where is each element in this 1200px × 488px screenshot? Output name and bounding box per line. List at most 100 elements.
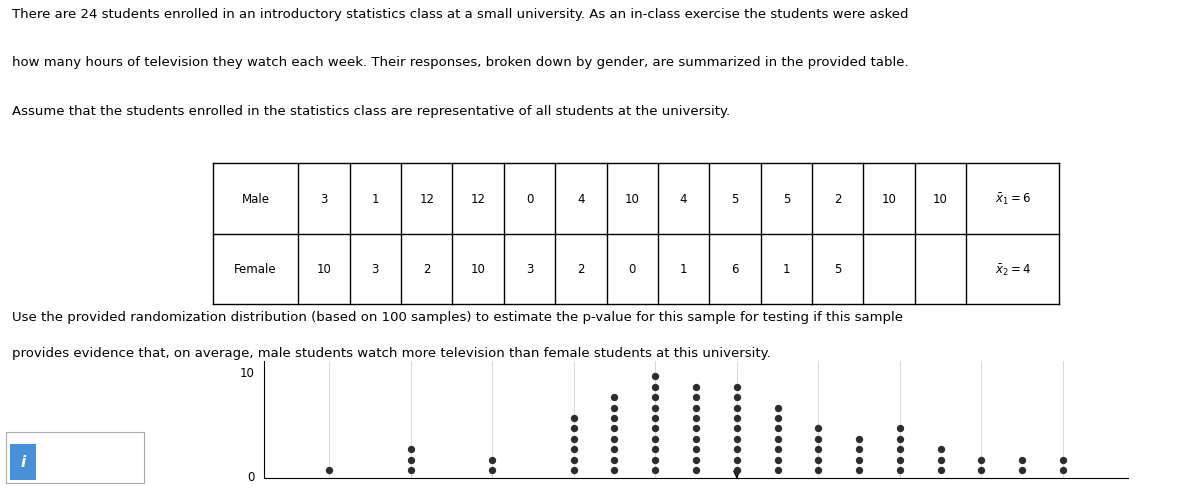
Point bbox=[686, 383, 706, 391]
Point bbox=[482, 466, 502, 474]
Text: 1: 1 bbox=[372, 193, 379, 205]
Point bbox=[727, 466, 746, 474]
Point bbox=[727, 383, 746, 391]
Point bbox=[850, 456, 869, 464]
Text: Female: Female bbox=[234, 263, 277, 276]
Point bbox=[564, 456, 583, 464]
Point bbox=[646, 446, 665, 453]
Point bbox=[646, 414, 665, 422]
Point bbox=[686, 404, 706, 412]
Text: $\bar{x}_2 = 4$: $\bar{x}_2 = 4$ bbox=[995, 262, 1031, 277]
Point bbox=[686, 393, 706, 401]
Text: Assume that the students enrolled in the statistics class are representative of : Assume that the students enrolled in the… bbox=[12, 104, 730, 118]
Point bbox=[482, 456, 502, 464]
Text: 2: 2 bbox=[422, 263, 431, 276]
Point bbox=[1013, 466, 1032, 474]
Point bbox=[727, 393, 746, 401]
Point bbox=[605, 393, 624, 401]
Point bbox=[646, 466, 665, 474]
Point bbox=[686, 414, 706, 422]
Point bbox=[686, 425, 706, 432]
Point bbox=[768, 446, 787, 453]
Point bbox=[931, 456, 950, 464]
Point bbox=[809, 446, 828, 453]
Text: 10: 10 bbox=[317, 263, 331, 276]
Point bbox=[686, 456, 706, 464]
Text: 12: 12 bbox=[419, 193, 434, 205]
Point bbox=[809, 466, 828, 474]
Point bbox=[646, 456, 665, 464]
Point bbox=[850, 466, 869, 474]
Point bbox=[809, 456, 828, 464]
Point bbox=[646, 404, 665, 412]
Point bbox=[646, 383, 665, 391]
Point bbox=[850, 435, 869, 443]
Point bbox=[768, 435, 787, 443]
Point bbox=[401, 456, 420, 464]
Point bbox=[564, 435, 583, 443]
Text: how many hours of television they watch each week. Their responses, broken down : how many hours of television they watch … bbox=[12, 56, 908, 69]
Point bbox=[768, 414, 787, 422]
Point bbox=[564, 414, 583, 422]
Point bbox=[972, 456, 991, 464]
Text: 10: 10 bbox=[470, 263, 486, 276]
Point bbox=[686, 435, 706, 443]
Point bbox=[605, 414, 624, 422]
Point bbox=[727, 435, 746, 443]
Text: 3: 3 bbox=[320, 193, 328, 205]
Text: 3: 3 bbox=[372, 263, 379, 276]
Text: 5: 5 bbox=[782, 193, 790, 205]
Point bbox=[890, 435, 910, 443]
Point bbox=[605, 456, 624, 464]
Point bbox=[605, 404, 624, 412]
Point bbox=[564, 425, 583, 432]
Point bbox=[564, 466, 583, 474]
Text: 1: 1 bbox=[782, 263, 790, 276]
Text: 3: 3 bbox=[526, 263, 533, 276]
Point bbox=[890, 425, 910, 432]
Point bbox=[646, 435, 665, 443]
Point bbox=[1054, 466, 1073, 474]
Point bbox=[727, 404, 746, 412]
Point bbox=[1013, 456, 1032, 464]
Point bbox=[605, 466, 624, 474]
Point bbox=[890, 446, 910, 453]
Point bbox=[1054, 456, 1073, 464]
Text: i: i bbox=[20, 454, 25, 469]
Point bbox=[605, 446, 624, 453]
Point bbox=[809, 425, 828, 432]
Point bbox=[646, 373, 665, 381]
Point bbox=[850, 446, 869, 453]
Point bbox=[768, 466, 787, 474]
Text: 4: 4 bbox=[577, 193, 584, 205]
Point bbox=[768, 456, 787, 464]
Point bbox=[931, 466, 950, 474]
Text: 10: 10 bbox=[625, 193, 640, 205]
Point bbox=[727, 456, 746, 464]
Point bbox=[809, 435, 828, 443]
Point bbox=[401, 446, 420, 453]
Text: 2: 2 bbox=[834, 193, 841, 205]
Text: 12: 12 bbox=[470, 193, 486, 205]
Point bbox=[401, 466, 420, 474]
Text: 4: 4 bbox=[680, 193, 688, 205]
Point bbox=[890, 466, 910, 474]
Text: 6: 6 bbox=[731, 263, 739, 276]
Point bbox=[686, 446, 706, 453]
Point bbox=[727, 414, 746, 422]
Text: Use the provided randomization distribution (based on 100 samples) to estimate t: Use the provided randomization distribut… bbox=[12, 311, 904, 324]
Text: 2: 2 bbox=[577, 263, 584, 276]
Point bbox=[768, 404, 787, 412]
Point bbox=[646, 393, 665, 401]
Point bbox=[727, 425, 746, 432]
Text: 5: 5 bbox=[834, 263, 841, 276]
Point bbox=[605, 425, 624, 432]
Point bbox=[319, 466, 338, 474]
Text: 10: 10 bbox=[882, 193, 896, 205]
Text: There are 24 students enrolled in an introductory statistics class at a small un: There are 24 students enrolled in an int… bbox=[12, 8, 908, 21]
Text: 5: 5 bbox=[731, 193, 739, 205]
Text: 10: 10 bbox=[934, 193, 948, 205]
Point bbox=[564, 446, 583, 453]
Text: provides evidence that, on average, male students watch more television than fem: provides evidence that, on average, male… bbox=[12, 347, 770, 360]
Point bbox=[605, 435, 624, 443]
